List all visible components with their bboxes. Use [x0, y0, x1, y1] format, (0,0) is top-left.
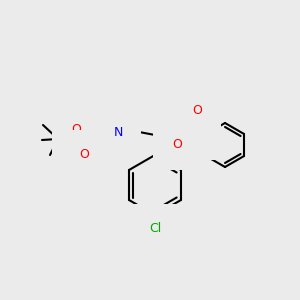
Text: N: N	[113, 127, 123, 140]
Text: H: H	[114, 119, 122, 129]
Text: O: O	[79, 148, 89, 161]
Text: O: O	[71, 123, 81, 136]
Text: O: O	[172, 139, 182, 152]
Text: O: O	[192, 103, 202, 116]
Text: Cl: Cl	[149, 223, 161, 236]
Text: S: S	[182, 122, 191, 134]
